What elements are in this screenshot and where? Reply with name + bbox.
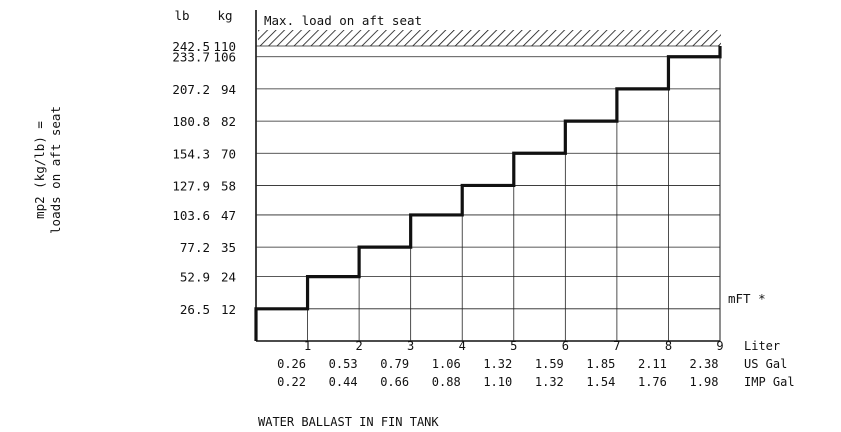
y-tick-lb-12: 26.5	[180, 302, 210, 317]
y-tick-kg-47: 47	[221, 208, 236, 223]
max-load-hatch	[258, 30, 721, 46]
y-tick-lb-94: 207.2	[172, 82, 210, 97]
y-tick-lb-106: 233.7	[172, 50, 210, 65]
y-tick-labels: 26.5 12 52.9 24 77.2 35 103.6 47 127.9 58 154.3 70 1…	[172, 39, 236, 317]
x-tick-impgal-5: 1.10	[483, 375, 512, 389]
y-axis-title-line2: loads on aft seat	[48, 106, 63, 234]
y-tick-lb-58: 127.9	[172, 178, 210, 193]
y-tick-lb-110: 242.5	[172, 39, 210, 54]
x-tick-impgal-7: 1.54	[586, 375, 615, 389]
x-tick-usgal-3: 0.79	[380, 357, 409, 371]
x-tick-labels: 1 0.26 0.22 2 0.53 0.44 3 0.79 0.66 4 1.06 0.88 5 1.3…	[277, 339, 724, 389]
y-tick-lb-24: 52.9	[180, 270, 210, 285]
x-tick-liter-4: 4	[459, 339, 466, 353]
plot-area	[254, 10, 722, 342]
x-tick-liter-5: 5	[510, 339, 517, 353]
x-tick-impgal-6: 1.32	[535, 375, 564, 389]
y-tick-kg-106: 106	[213, 50, 236, 65]
y-tick-lb-35: 77.2	[180, 240, 210, 255]
x-axis-title: WATER BALLAST IN FIN TANK	[258, 415, 439, 429]
step-series-line	[254, 46, 722, 341]
x-tick-liter-6: 6	[562, 339, 569, 353]
y-tick-kg-12: 12	[221, 302, 236, 317]
y-tick-kg-24: 24	[221, 270, 236, 285]
y-tick-kg-110: 110	[213, 39, 236, 54]
x-tick-impgal-3: 0.66	[380, 375, 409, 389]
x-tick-usgal-1: 0.26	[277, 357, 306, 371]
y-tick-lb-70: 154.3	[172, 146, 210, 161]
x-tick-impgal-9: 1.98	[690, 375, 719, 389]
y-tick-kg-82: 82	[221, 114, 236, 129]
x-tick-liter-3: 3	[407, 339, 414, 353]
x-tick-liter-7: 7	[613, 339, 620, 353]
y-tick-kg-35: 35	[221, 240, 236, 255]
x-tick-usgal-8: 2.11	[638, 357, 667, 371]
x-tick-usgal-9: 2.38	[690, 357, 719, 371]
series-label-mft: mFT *	[728, 291, 766, 306]
y-tick-lb-82: 180.8	[172, 114, 210, 129]
y-axis-title-line1: mp2 (kg/lb) =	[32, 121, 47, 219]
x-tick-usgal-4: 1.06	[432, 357, 461, 371]
x-tick-liter-2: 2	[355, 339, 362, 353]
x-tick-usgal-6: 1.59	[535, 357, 564, 371]
y-tick-kg-58: 58	[221, 178, 236, 193]
x-tick-impgal-1: 0.22	[277, 375, 306, 389]
unit-liter-label: Liter	[744, 339, 780, 353]
x-tick-impgal-4: 0.88	[432, 375, 461, 389]
y-tick-lb-47: 103.6	[172, 208, 210, 223]
x-tick-liter-1: 1	[304, 339, 311, 353]
y-tick-kg-70: 70	[221, 146, 236, 161]
x-tick-impgal-2: 0.44	[329, 375, 358, 389]
x-tick-liter-8: 8	[665, 339, 672, 353]
unit-impgal-label: IMP Gal	[744, 375, 795, 389]
x-tick-usgal-5: 1.32	[483, 357, 512, 371]
x-tick-liter-9: 9	[716, 339, 723, 353]
unit-kg-label: kg	[217, 8, 232, 23]
x-tick-usgal-2: 0.53	[329, 357, 358, 371]
unit-usgal-label: US Gal	[744, 357, 787, 371]
x-tick-impgal-8: 1.76	[638, 375, 667, 389]
y-tick-kg-94: 94	[221, 82, 236, 97]
max-load-label: Max. load on aft seat	[264, 13, 422, 28]
unit-lb-label: lb	[174, 8, 189, 23]
x-tick-usgal-7: 1.85	[586, 357, 615, 371]
